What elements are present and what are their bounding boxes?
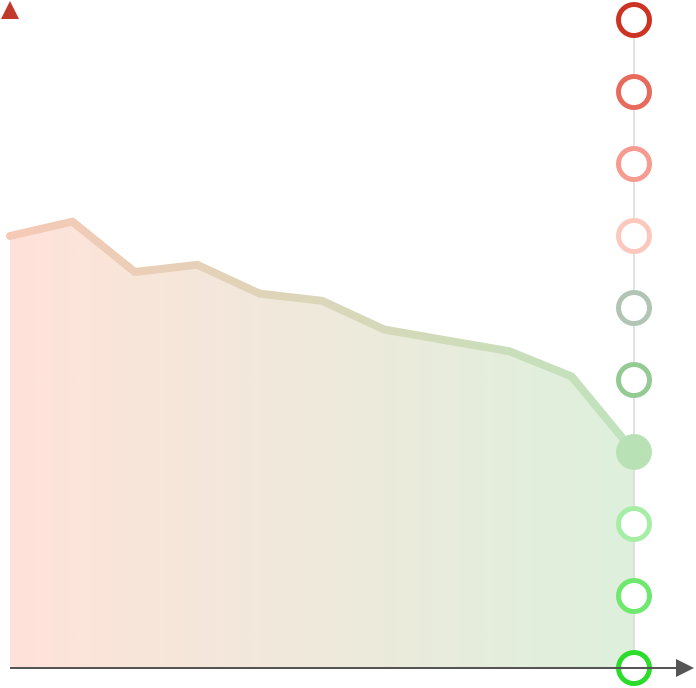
area-fill (10, 221, 634, 668)
level-marker-1 (616, 578, 652, 614)
y-axis-arrow-icon (1, 1, 19, 19)
series-line (6, 217, 638, 456)
level-marker-5 (616, 290, 652, 326)
level-marker-2 (616, 506, 652, 542)
level-marker-4 (616, 362, 652, 398)
level-marker-7 (616, 146, 652, 182)
x-axis-arrow-icon (676, 659, 694, 677)
level-marker-8 (616, 74, 652, 110)
level-marker-9 (616, 2, 652, 38)
level-marker-6 (616, 218, 652, 254)
level-marker-3 (616, 434, 652, 470)
level-markers (616, 2, 652, 686)
